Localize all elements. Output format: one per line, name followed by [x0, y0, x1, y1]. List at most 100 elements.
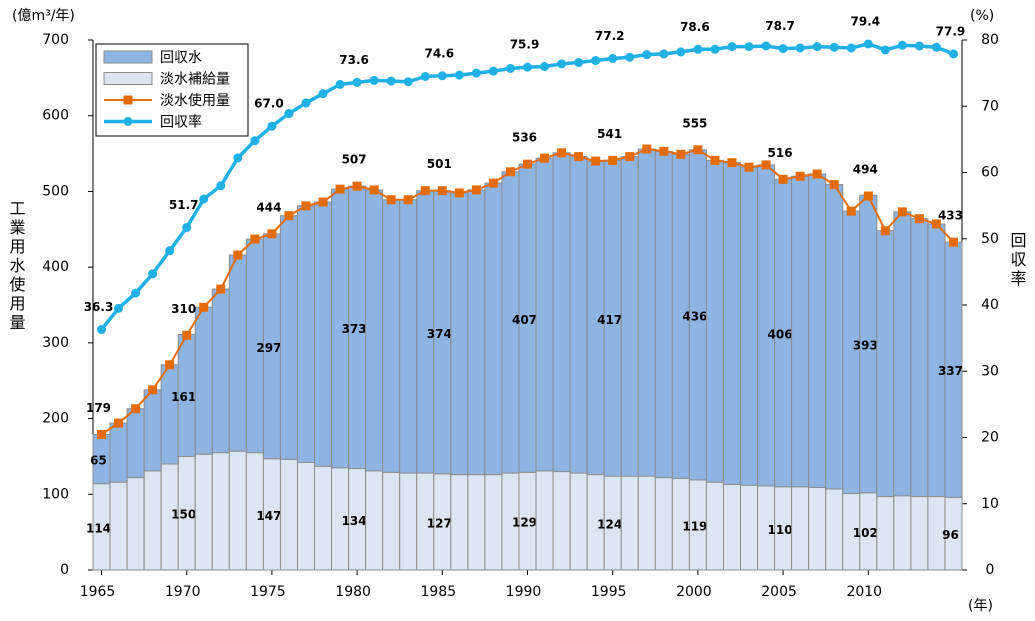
- marker: [471, 185, 481, 195]
- legend-label: 淡水補給量: [160, 72, 230, 88]
- bar: [569, 156, 588, 474]
- y-tick-label: 600: [42, 108, 69, 124]
- line-value-label: 75.9: [510, 38, 540, 52]
- bar: [365, 189, 384, 472]
- bar-value-label: 124: [597, 518, 622, 532]
- bar: [552, 471, 571, 571]
- bar-value-label: 114: [86, 521, 111, 535]
- marker: [267, 229, 277, 239]
- y-axis-unit: (億m³/年): [12, 8, 75, 24]
- marker: [284, 211, 294, 221]
- bar: [450, 192, 469, 476]
- line-value-label: 78.7: [765, 19, 795, 33]
- y2-tick-label: 10: [981, 496, 999, 512]
- marker: [744, 42, 754, 52]
- marker: [948, 49, 958, 59]
- marker: [880, 226, 890, 236]
- marker: [931, 42, 941, 52]
- marker: [540, 62, 550, 71]
- bar: [654, 150, 673, 479]
- bar: [314, 201, 333, 467]
- line-value-label: 555: [682, 116, 707, 130]
- line-value-label: 310: [171, 302, 196, 316]
- marker: [403, 77, 413, 87]
- legend-swatch: [103, 50, 153, 64]
- marker: [710, 44, 720, 54]
- bar-value-label: 297: [256, 341, 281, 355]
- marker: [165, 246, 175, 256]
- bar: [399, 199, 418, 474]
- bar: [109, 481, 128, 571]
- bar: [552, 152, 571, 473]
- marker: [148, 269, 158, 279]
- marker: [761, 160, 771, 170]
- marker: [199, 302, 209, 312]
- bar: [467, 189, 486, 476]
- marker: [676, 149, 686, 159]
- marker: [454, 70, 464, 80]
- x-tick-label: 1995: [591, 584, 627, 600]
- legend-marker: [123, 117, 133, 126]
- x-tick-label: 2000: [676, 584, 712, 600]
- marker: [625, 152, 635, 162]
- bar-value-label: 393: [853, 338, 878, 352]
- bar-value-label: 150: [171, 508, 196, 522]
- y2-tick-label: 70: [981, 98, 999, 114]
- marker: [676, 47, 686, 57]
- marker: [557, 59, 567, 69]
- marker: [659, 49, 669, 59]
- marker: [914, 41, 924, 51]
- legend-label: 淡水使用量: [160, 92, 230, 109]
- marker: [301, 201, 311, 211]
- marker: [165, 360, 175, 370]
- marker: [829, 42, 839, 52]
- bar: [450, 474, 469, 571]
- bar: [654, 477, 673, 571]
- bar: [808, 486, 827, 571]
- bar: [126, 477, 145, 571]
- marker: [267, 121, 277, 131]
- bar: [228, 254, 247, 452]
- marker: [403, 195, 413, 205]
- y2-axis-unit: (%): [970, 8, 994, 24]
- bar-value-label: 161: [171, 390, 196, 404]
- marker: [233, 250, 243, 260]
- line-value-label: 536: [512, 131, 537, 145]
- x-tick-label: 2010: [846, 584, 882, 600]
- marker: [574, 152, 584, 162]
- bar: [791, 175, 810, 488]
- marker: [625, 52, 635, 62]
- bar: [825, 184, 844, 490]
- line-value-label: 501: [427, 157, 452, 171]
- marker: [182, 222, 192, 232]
- bar: [705, 481, 724, 571]
- marker: [897, 207, 907, 217]
- bar: [228, 450, 247, 571]
- bar-value-label: 65: [90, 454, 107, 468]
- marker: [301, 98, 311, 108]
- marker: [829, 180, 839, 190]
- line-value-label: 179: [86, 401, 111, 415]
- marker: [608, 155, 618, 165]
- line-value-label: 507: [342, 153, 367, 167]
- bar: [194, 453, 213, 571]
- y-tick-label: 400: [42, 259, 69, 275]
- line-value-label: 67.0: [254, 97, 284, 111]
- marker: [250, 234, 260, 244]
- x-tick-label: 1975: [250, 584, 286, 600]
- bar-value-label: 337: [938, 364, 963, 378]
- y-axis-title: 工業用水使用量: [7, 200, 26, 333]
- marker: [642, 50, 652, 60]
- bar: [314, 465, 333, 571]
- y-tick-label: 700: [42, 32, 69, 48]
- y-tick-label: 200: [42, 411, 69, 427]
- x-tick-label: 1965: [80, 584, 116, 600]
- marker: [131, 404, 141, 414]
- line-value-label: 433: [938, 209, 963, 223]
- line-value-label: 51.7: [169, 198, 199, 212]
- marker: [182, 330, 192, 340]
- marker: [420, 71, 430, 81]
- marker: [318, 89, 328, 99]
- marker: [335, 184, 345, 194]
